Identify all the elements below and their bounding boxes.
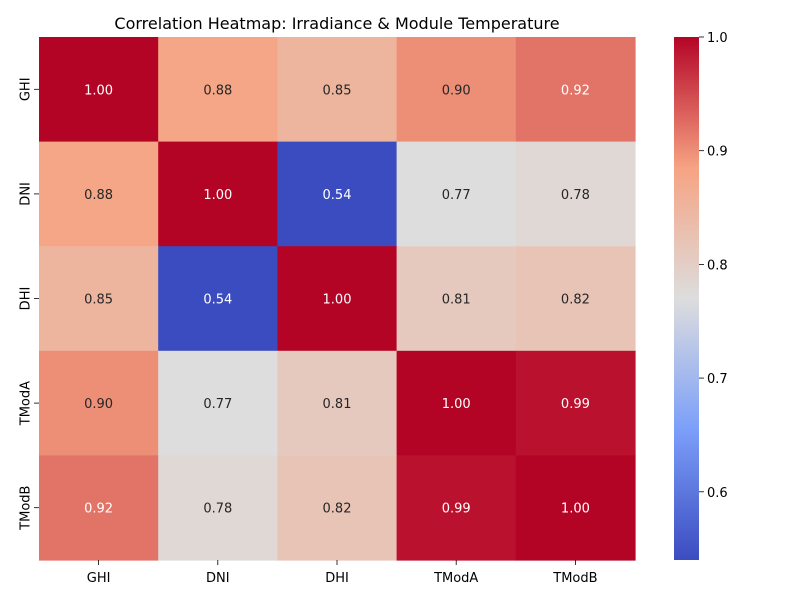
cell-value-label: 0.92: [84, 502, 113, 517]
x-tick-label: DNI: [206, 571, 230, 586]
colorbar-gradient: [674, 37, 699, 560]
cell-value-label: 1.00: [84, 83, 113, 98]
y-axis: GHI DNI DHI TModA TModB: [19, 77, 39, 531]
cell-value-label: 0.88: [203, 83, 232, 98]
heatmap-cell: [515, 37, 636, 143]
heatmap-cell: [277, 350, 398, 456]
heatmap-cell: [515, 455, 636, 561]
cell-value-label: 0.77: [442, 188, 471, 203]
heatmap-cell: [39, 141, 159, 247]
heatmap-cell: [39, 246, 159, 352]
heatmap-cell: [158, 37, 278, 143]
heatmap-cell: [396, 350, 517, 456]
colorbar-tick-label: 0.6: [707, 486, 728, 501]
heatmap-cell: [277, 141, 398, 247]
heatmap-cell: [515, 246, 636, 352]
y-tick-label: TModA: [19, 381, 34, 426]
cell-value-label: 0.82: [561, 293, 590, 308]
y-tick-label: TModB: [19, 486, 34, 531]
heatmap-cell: [158, 350, 278, 456]
cell-value-label: 0.81: [323, 397, 352, 412]
cell-value-label: 0.54: [323, 188, 352, 203]
cell-value-label: 0.77: [203, 397, 232, 412]
heatmap-cell: [515, 350, 636, 456]
cell-value-label: 0.81: [442, 293, 471, 308]
heatmap-cell: [158, 141, 278, 247]
heatmap-cell: [39, 37, 159, 143]
cell-value-label: 0.54: [203, 293, 232, 308]
heatmap-cell: [396, 141, 517, 247]
x-tick-label: DHI: [325, 571, 349, 586]
y-tick-label: DNI: [19, 182, 34, 206]
chart-title: Correlation Heatmap: Irradiance & Module…: [114, 14, 559, 33]
cell-value-label: 1.00: [323, 293, 352, 308]
x-tick-label: TModA: [433, 571, 478, 586]
cell-value-label: 0.78: [561, 188, 590, 203]
x-tick-label: GHI: [87, 571, 111, 586]
colorbar-tick-label: 0.8: [707, 258, 728, 273]
cell-value-label: 0.88: [84, 188, 113, 203]
cell-value-label: 0.85: [323, 83, 352, 98]
cell-value-label: 0.82: [323, 502, 352, 517]
cell-value-label: 0.99: [561, 397, 590, 412]
cell-value-label: 0.92: [561, 83, 590, 98]
cell-value-label: 1.00: [203, 188, 232, 203]
cell-value-label: 0.90: [442, 83, 471, 98]
heatmap-cell: [277, 455, 398, 561]
x-tick-label: TModB: [552, 571, 597, 586]
y-tick-label: GHI: [19, 77, 34, 101]
cell-value-label: 0.85: [84, 293, 113, 308]
colorbar-tick-label: 0.7: [707, 372, 728, 387]
colorbar-tick-label: 0.9: [707, 145, 728, 160]
heatmap-cell: [277, 37, 398, 143]
cell-value-label: 0.90: [84, 397, 113, 412]
cell-value-label: 1.00: [442, 397, 471, 412]
heatmap-cell: [39, 455, 159, 561]
heatmap-cell: [396, 455, 517, 561]
cell-value-label: 0.99: [442, 502, 471, 517]
heatmap-cell: [277, 246, 398, 352]
heatmap-cell: [39, 350, 159, 456]
colorbar-tick-label: 1.0: [707, 31, 728, 46]
y-tick-label: DHI: [19, 287, 34, 311]
colorbar: 0.6 0.7 0.8 0.9 1.0: [674, 31, 728, 560]
cell-value-label: 0.78: [203, 502, 232, 517]
heatmap-cell: [396, 246, 517, 352]
heatmap-cell: [515, 141, 636, 247]
x-axis: GHI DNI DHI TModA TModB: [87, 560, 598, 586]
cell-value-label: 1.00: [561, 502, 590, 517]
heatmap-cells: 1.00 0.88 0.85 0.90 0.92 0.88 1.00 0.54 0.77 0.78…: [39, 37, 636, 561]
heatmap-cell: [396, 37, 517, 143]
heatmap-cell: [158, 455, 278, 561]
heatmap-cell: [158, 246, 278, 352]
